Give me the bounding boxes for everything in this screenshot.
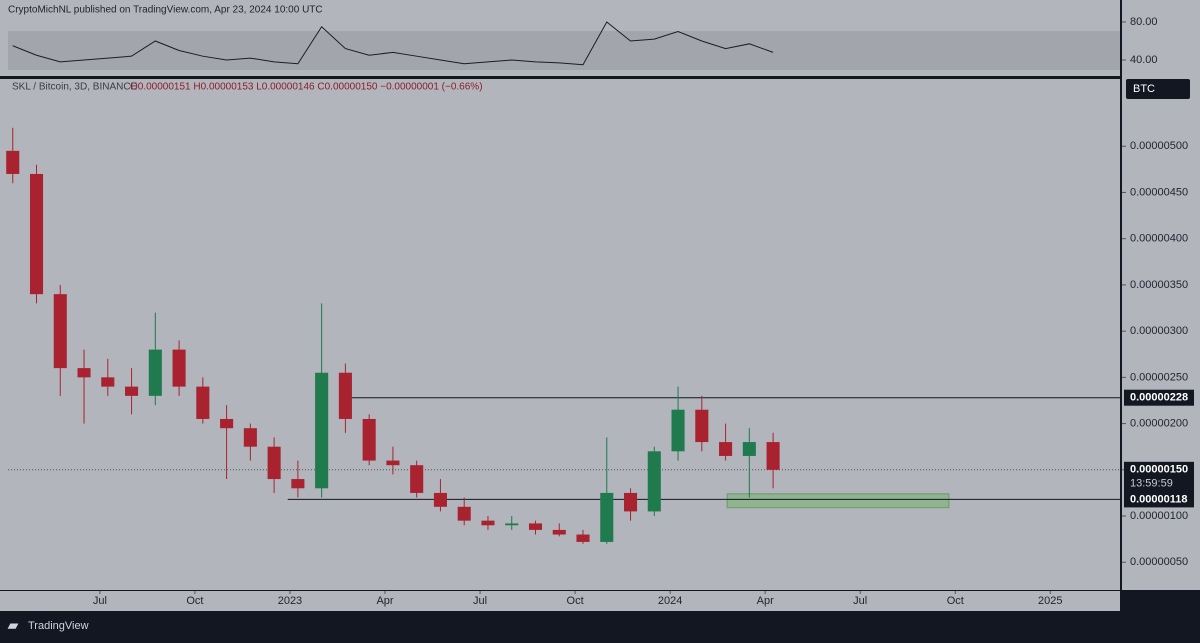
x-tick-label: 2023 [278,595,302,607]
x-tick-label: Oct [567,595,584,607]
rsi-tick-label: 80.00 [1130,16,1158,28]
candle-body [647,451,661,512]
support-zone [726,493,950,509]
candle-body [433,492,447,507]
candle-body [695,409,709,443]
y-tick-label: 0.00000250 [1130,371,1188,383]
y-tick-label: 0.00000200 [1130,417,1188,429]
level-label: 0.00000118 [1130,493,1188,505]
y-tick-label: 0.00000300 [1130,325,1188,337]
candle-body [53,294,67,369]
candle-body [220,418,234,429]
x-tick-label: 2025 [1038,595,1062,607]
y-tick-label: 0.00000350 [1130,279,1188,291]
candle-body [457,506,471,521]
footer-brand: TradingView [28,620,89,632]
candle-body [742,442,756,456]
candle-body [362,418,376,461]
x-tick-label: Apr [376,595,393,607]
candle-body [386,460,400,466]
y-tick-label: 0.00000400 [1130,233,1188,245]
candle-body [671,409,685,452]
y-tick-label: 0.00000100 [1130,510,1188,522]
candle-body [196,386,210,419]
y-tick-label: 0.00000050 [1130,556,1188,568]
footer-logo: ▰ [7,617,19,632]
last-price-label: 0.00000150 [1130,464,1188,476]
currency: BTC [1133,83,1155,95]
candle-body [766,442,780,470]
candle-body [623,492,638,512]
x-tick-label: 2024 [658,595,682,607]
candle-body [410,465,424,493]
x-tick-label: Jul [93,595,107,607]
candle-body [77,368,91,378]
candle-body [243,428,257,447]
candle-body [600,492,614,542]
last-price-box [1124,461,1194,492]
currency-box [1126,79,1190,99]
x-tick-label: Jul [853,595,867,607]
candle-body [552,529,566,535]
candle-body [719,442,733,456]
candle-body [338,372,352,419]
symbol: SKL / Bitcoin, 3D, BINANCE [12,82,138,93]
candle-body [101,377,115,387]
candle-body [528,523,543,530]
candle-body [481,520,495,526]
y-tick-label: 0.00000450 [1130,186,1188,198]
candle-body [172,349,186,387]
countdown: 13:59:59 [1130,478,1173,490]
candle-body [125,386,139,396]
candle-body [505,523,519,526]
price-panel [0,79,1120,590]
x-tick-label: Oct [186,595,203,607]
x-tick-label: Apr [757,595,774,607]
ohlc-legend: O0.00000151 H0.00000153 L0.00000146 C0.0… [130,82,483,93]
candle-body [29,173,44,295]
candle-body [291,479,305,489]
candle-body [576,534,590,542]
x-tick-label: Jul [473,595,487,607]
rsi-tick-label: 40.00 [1130,54,1158,66]
candle-body [315,372,329,489]
time-axis [0,591,1120,611]
level-label-box [1124,389,1194,406]
candle-body [6,150,20,174]
level-label-box [1124,491,1194,508]
publisher: CryptoMichNL published on TradingView.co… [8,5,323,16]
level-label: 0.00000228 [1130,392,1188,404]
candle-body [267,446,281,480]
y-tick-label: 0.00000500 [1130,140,1188,152]
candle-body [148,349,162,396]
rsi-line [12,21,774,66]
rsi-band [8,31,1120,70]
x-tick-label: Oct [947,595,964,607]
